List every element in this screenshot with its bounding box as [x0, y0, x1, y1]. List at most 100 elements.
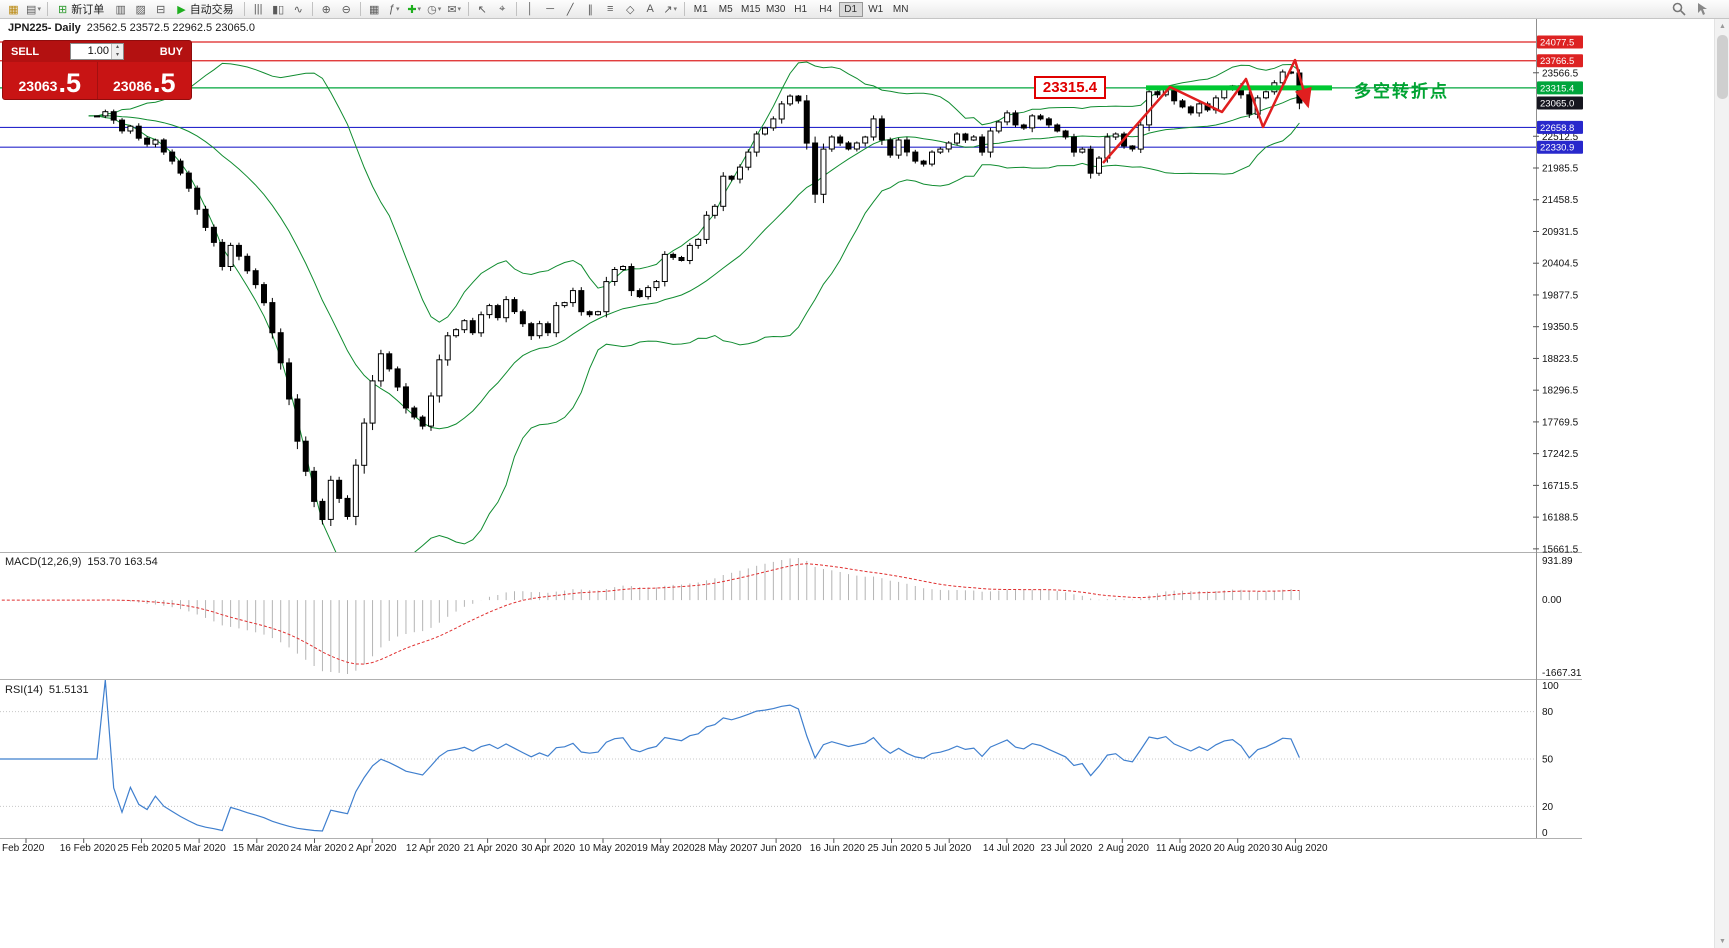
profiles-icon[interactable]: ▤ ▾ — [26, 3, 41, 16]
shapes-icon[interactable]: ◇ — [625, 3, 635, 16]
zoom-out-icon[interactable]: ⊖ — [341, 3, 351, 16]
data-window-icon[interactable]: ▨ — [135, 3, 146, 16]
zoom-in-icon[interactable]: ⊕ — [321, 3, 331, 16]
scroll-up-icon[interactable]: ▲ — [1719, 22, 1726, 30]
svg-text:19877.5: 19877.5 — [1542, 290, 1579, 301]
lot-spin-up-icon[interactable]: ▴ — [112, 44, 123, 52]
svg-text:30 Aug 2020: 30 Aug 2020 — [1271, 843, 1328, 854]
horizontal-line-icon[interactable]: ─ — [546, 3, 555, 15]
tile-windows-icon[interactable]: ▦ — [368, 3, 380, 16]
one-click-trading-panel: SELL 1.00 ▴ ▾ BUY 23063.5 23086.5 — [2, 40, 192, 100]
autotrade-button[interactable]: ▶ 自动交易 — [177, 3, 234, 17]
svg-text:23315.4: 23315.4 — [1540, 83, 1574, 94]
ohlc-values: 23562.5 23572.5 22962.5 23065.0 — [86, 22, 255, 34]
pane-separators[interactable] — [0, 18, 1582, 839]
svg-text:2 Apr 2020: 2 Apr 2020 — [348, 843, 397, 854]
svg-text:19 May 2020: 19 May 2020 — [637, 843, 695, 854]
candlestick-chart-icon[interactable]: ▮▯ — [272, 3, 285, 16]
buy-button[interactable]: 23086.5 — [96, 62, 192, 99]
svg-text:21985.5: 21985.5 — [1542, 163, 1579, 174]
equidistant-channel-icon[interactable]: ∥ — [587, 3, 593, 16]
text-label-icon[interactable]: A — [646, 3, 654, 15]
timeframe-h4-button[interactable]: H4 — [819, 3, 833, 15]
periods-icon[interactable]: ◷ ▾ — [427, 3, 442, 16]
indicators-icon[interactable]: ƒ ▾ — [388, 3, 400, 15]
templates-icon[interactable]: ✉ ▾ — [447, 3, 462, 16]
svg-text:7 Jun 2020: 7 Jun 2020 — [752, 843, 802, 854]
navigator-icon[interactable]: ⊟ — [156, 3, 166, 16]
trend-zigzag-annotation[interactable] — [1102, 58, 1312, 164]
timeframe-m15-button[interactable]: M15 — [740, 3, 761, 15]
arrow-objects-icon[interactable]: ↗ ▾ — [663, 3, 678, 16]
svg-text:22658.8: 22658.8 — [1540, 123, 1574, 134]
svg-text:20931.5: 20931.5 — [1542, 227, 1579, 238]
vertical-scrollbar[interactable]: ▲ ▼ — [1714, 19, 1729, 948]
scroll-down-icon[interactable]: ▼ — [1719, 937, 1726, 945]
fibonacci-retracement-icon[interactable]: ≡ — [606, 3, 614, 15]
timeframe-toolbar: M1 M5 M15 M30 H1 H4 D1 W1 MN — [689, 1, 913, 17]
toolbar-separator — [311, 2, 313, 16]
buy-price: 23086 — [113, 77, 152, 94]
trendline-icon[interactable]: ╱ — [566, 3, 574, 16]
sell-price-fraction: .5 — [58, 67, 81, 98]
crosshair-icon[interactable]: ⌖ — [499, 2, 506, 15]
cursor-icon[interactable]: ↖ — [477, 3, 487, 16]
price-pane-layer — [0, 41, 1536, 552]
toolbar-separator — [243, 2, 245, 16]
toolbar-right-group — [1669, 1, 1711, 18]
svg-text:Feb 2020: Feb 2020 — [2, 843, 45, 854]
market-watch-icon[interactable]: ▥ — [115, 3, 126, 16]
vertical-line-icon[interactable]: │ — [526, 3, 534, 15]
timeframe-m5-button[interactable]: M5 — [718, 3, 733, 15]
trade-panel-prices: 23063.5 23086.5 — [3, 62, 191, 99]
timeframe-m1-button[interactable]: M1 — [693, 3, 708, 15]
timeframe-mn-button[interactable]: MN — [892, 3, 909, 15]
timeframe-w1-button[interactable]: W1 — [868, 3, 884, 15]
toolbar-icons-group: ▦ ▤ ▾ ⊞ 新订单 ▥ ▨ ⊟ ▶ 自动交易 ||| ▮▯ ∿ ⊕ ⊖ ▦ ƒ ▾ ✚ ▾ ◷ ▾ ✉ ▾ ↖ ⌖ │ ─ ╱ ∥ ≡ ◇… — [4, 1, 688, 18]
rsi-name: RSI(14) — [5, 684, 43, 696]
buy-label[interactable]: BUY — [159, 45, 183, 58]
lot-size-value[interactable]: 1.00 — [87, 45, 109, 57]
svg-text:17242.5: 17242.5 — [1542, 449, 1579, 460]
timeframe-m30-button[interactable]: M30 — [765, 3, 786, 15]
line-chart-icon[interactable]: ∿ — [293, 3, 303, 16]
turning-point-note[interactable]: 多空转折点 — [1354, 82, 1449, 101]
svg-text:80: 80 — [1542, 707, 1554, 718]
macd-pane-layer — [0, 558, 1300, 674]
rsi-pane-layer — [0, 680, 1536, 832]
new-order-button[interactable]: ⊞ 新订单 — [58, 3, 105, 17]
svg-text:17769.5: 17769.5 — [1542, 417, 1579, 428]
svg-text:16188.5: 16188.5 — [1542, 513, 1579, 524]
symbol-search-icon[interactable] — [1669, 1, 1688, 18]
price-axis: 23566.5 22512.5 21985.5 21458.5 20931.5 20404… — [1533, 35, 1583, 839]
svg-text:16 Feb 2020: 16 Feb 2020 — [60, 843, 117, 854]
svg-text:22330.9: 22330.9 — [1540, 143, 1574, 154]
svg-text:19350.5: 19350.5 — [1542, 322, 1579, 333]
svg-text:12 Apr 2020: 12 Apr 2020 — [406, 843, 460, 854]
svg-text:28 May 2020: 28 May 2020 — [694, 843, 752, 854]
lot-size-input[interactable]: 1.00 ▴ ▾ — [70, 43, 124, 60]
svg-text:18823.5: 18823.5 — [1542, 354, 1579, 365]
rsi-indicator-label: RSI(14) 51.5131 — [5, 684, 89, 696]
svg-text:23 Jul 2020: 23 Jul 2020 — [1041, 843, 1093, 854]
price-level-flag[interactable]: 23315.4 — [1034, 76, 1106, 99]
toolbar-separator — [47, 2, 48, 16]
svg-text:21458.5: 21458.5 — [1542, 195, 1579, 206]
svg-text:15 Mar 2020: 15 Mar 2020 — [233, 843, 290, 854]
svg-text:10 May 2020: 10 May 2020 — [579, 843, 637, 854]
toolbar-separator — [359, 2, 361, 16]
toolbar-separator — [515, 2, 517, 16]
lot-spin-down-icon[interactable]: ▾ — [112, 51, 123, 59]
timeframe-d1-button[interactable]: D1 — [838, 1, 863, 17]
timeframe-h1-button[interactable]: H1 — [794, 3, 808, 15]
add-indicator-icon[interactable]: ✚ ▾ — [407, 3, 422, 16]
quick-navigation-icon[interactable] — [1692, 1, 1711, 18]
bar-chart-icon[interactable]: ||| — [253, 3, 263, 15]
sell-button[interactable]: 23063.5 — [3, 62, 97, 99]
scrollbar-thumb[interactable] — [1717, 35, 1728, 99]
svg-text:2 Aug 2020: 2 Aug 2020 — [1098, 843, 1149, 854]
new-chart-icon[interactable]: ▦ — [8, 3, 19, 16]
svg-text:16715.5: 16715.5 — [1542, 481, 1579, 492]
sell-label[interactable]: SELL — [11, 45, 40, 58]
